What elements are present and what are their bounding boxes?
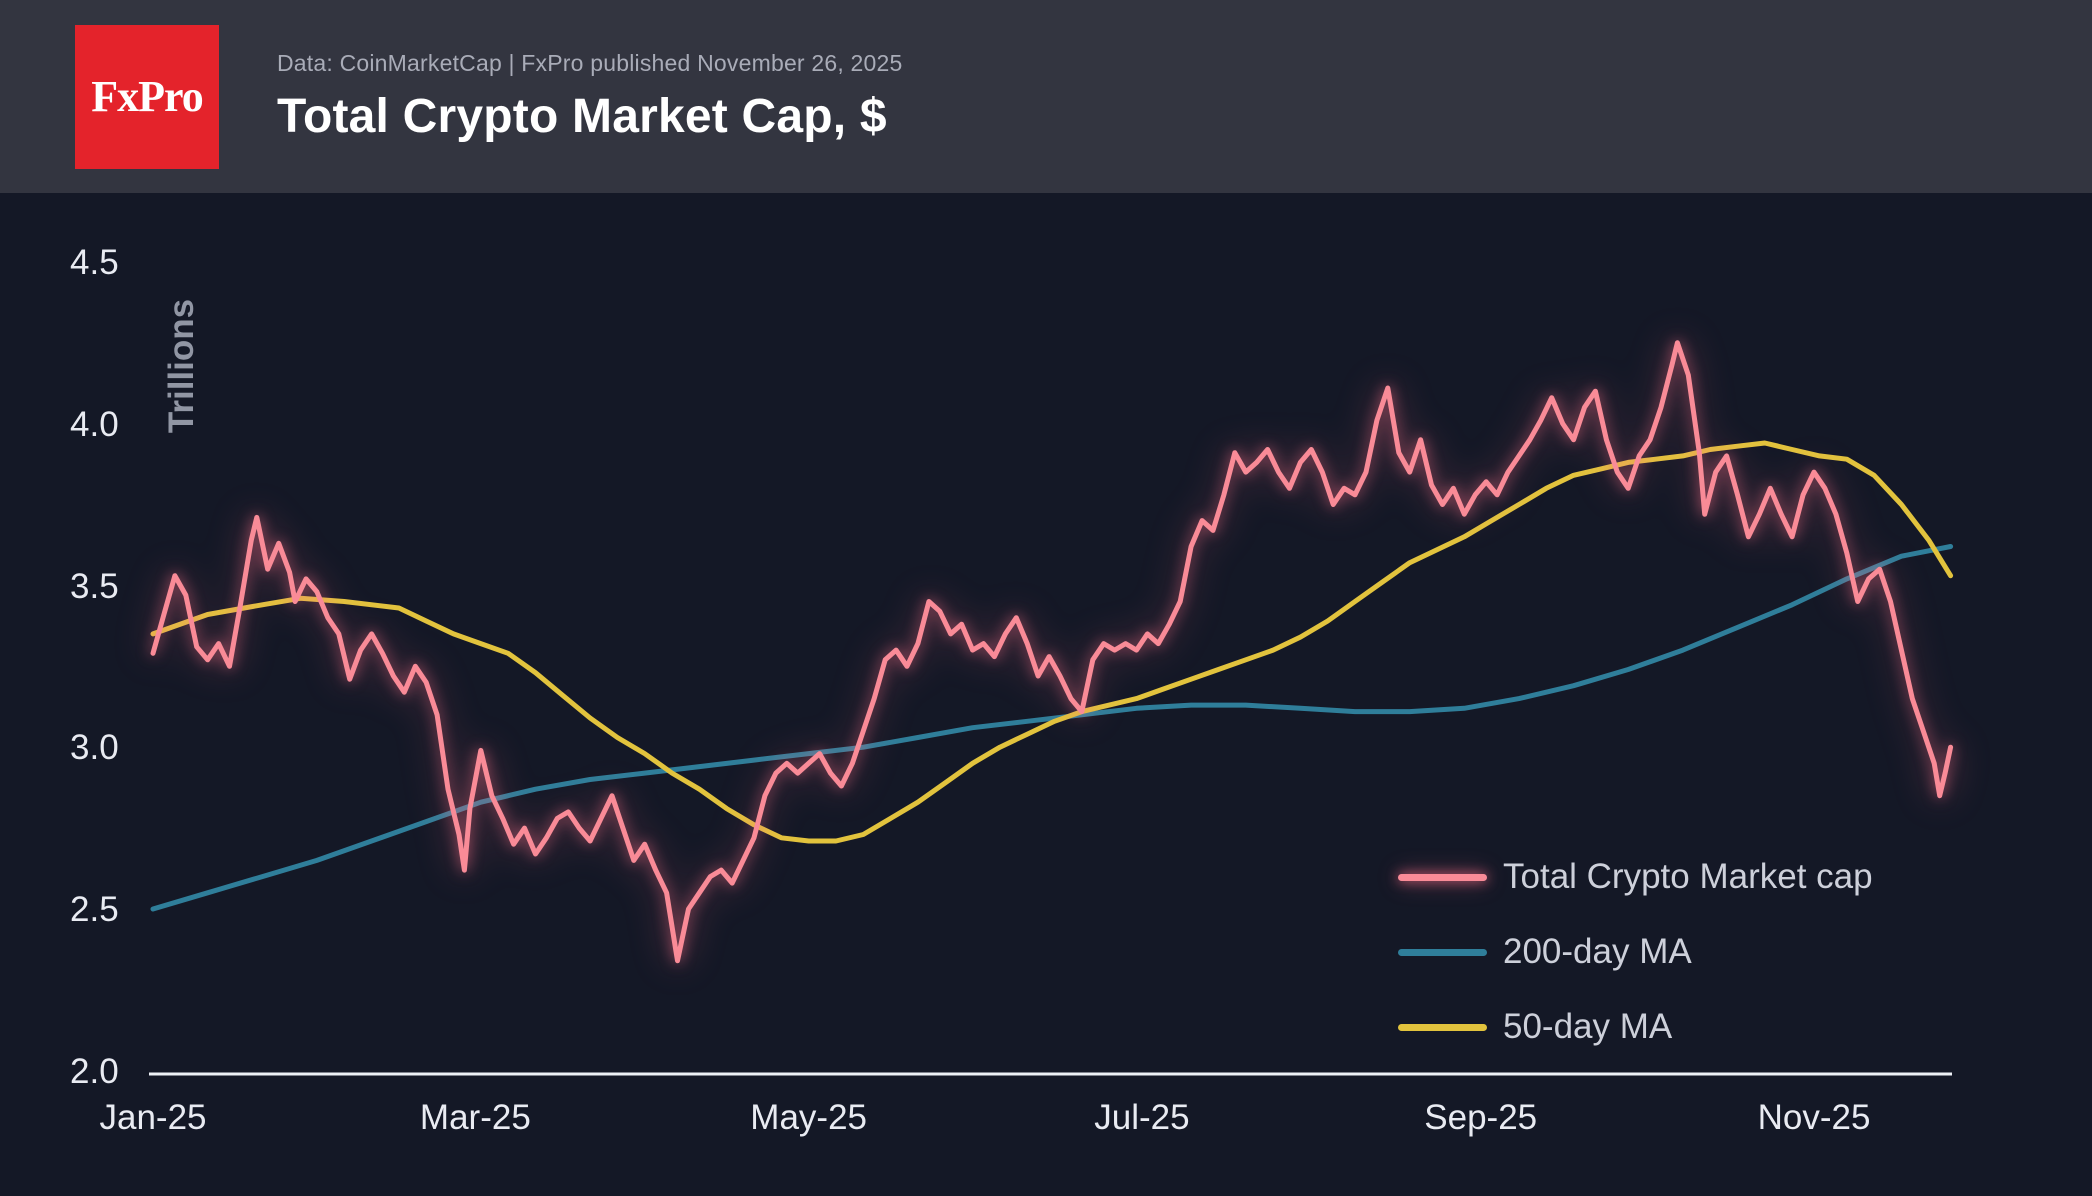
y-tick-label-3.0: 3.0 xyxy=(70,728,119,768)
page-title: Total Crypto Market Cap, $ xyxy=(277,89,887,143)
legend-item-market-cap: Total Crypto Market cap xyxy=(1398,853,1873,901)
ma-200-line-swatch xyxy=(1398,948,1487,956)
x-tick-label-jan-25: Jan-25 xyxy=(99,1098,207,1137)
series-line-50-day-ma xyxy=(150,440,1954,844)
y-tick-label-4.5: 4.5 xyxy=(70,243,119,282)
fxpro-logo: FxPro xyxy=(75,24,219,169)
series-line-total-crypto-market-cap xyxy=(150,340,1954,964)
legend-label: 50-day MA xyxy=(1503,1007,1673,1046)
ma-50-line-swatch xyxy=(1398,1023,1487,1031)
fxpro-logo-text: FxPro xyxy=(91,72,203,121)
legend-item-50-day-ma: 50-day MA xyxy=(1398,1003,1873,1051)
y-tick-label-3.5: 3.5 xyxy=(70,566,119,606)
y-tick-label-2.5: 2.5 xyxy=(70,890,119,930)
chart-canvas xyxy=(149,340,1954,1076)
chart-source-line: Data: CoinMarketCap | FxPro published No… xyxy=(277,49,903,76)
legend-item-200-day-ma: 200-day MA xyxy=(1398,928,1873,976)
x-tick-label-nov-25: Nov-25 xyxy=(1757,1098,1871,1137)
y-axis-title: Trillions xyxy=(162,298,201,434)
x-tick-label-mar-25: Mar-25 xyxy=(419,1098,531,1137)
x-tick-label-sep-25: Sep-25 xyxy=(1424,1098,1538,1137)
x-tick-label-jul-25: Jul-25 xyxy=(1094,1098,1190,1137)
legend-label: Total Crypto Market cap xyxy=(1503,857,1873,896)
x-tick-label-may-25: May-25 xyxy=(750,1098,868,1137)
y-tick-label-2.0: 2.0 xyxy=(70,1052,119,1091)
market-cap-line-swatch xyxy=(1398,873,1487,881)
header-text-block: Data: CoinMarketCap | FxPro published No… xyxy=(277,50,903,144)
legend-label: 200-day MA xyxy=(1503,932,1692,971)
chart-area: Trillions Total Crypto Market cap 200-da… xyxy=(0,193,2092,1196)
header-bar: FxPro Data: CoinMarketCap | FxPro publis… xyxy=(0,0,2092,193)
y-tick-label-4.0: 4.0 xyxy=(70,404,119,444)
legend: Total Crypto Market cap 200-day MA 50-da… xyxy=(1398,853,1873,1051)
